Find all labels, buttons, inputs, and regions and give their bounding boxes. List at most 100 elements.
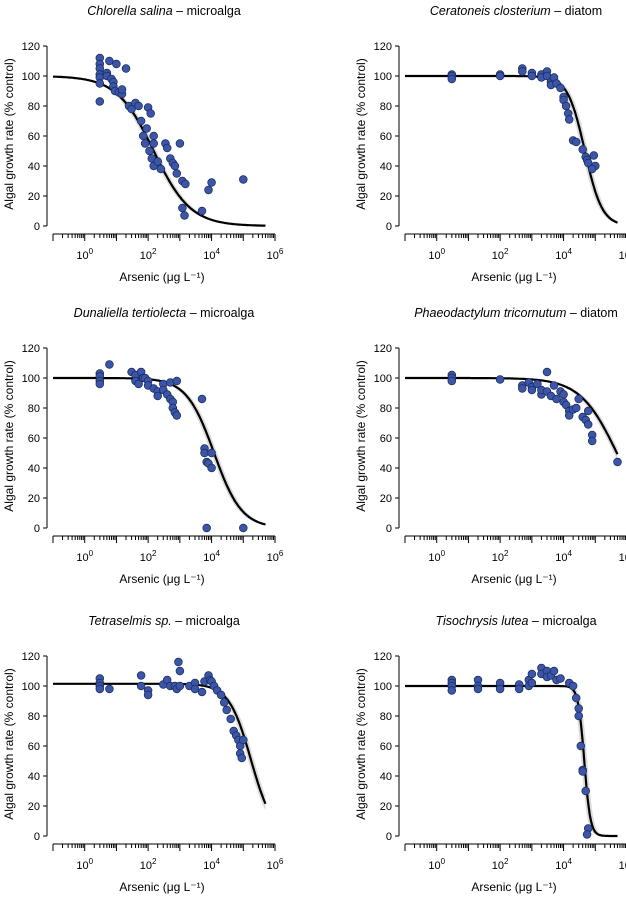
x-tick-base: 10 [267, 860, 279, 872]
confidence-band [53, 378, 266, 526]
data-point [197, 394, 207, 404]
chart-panel-1: Chlorella salina – microalga020406080100… [2, 4, 284, 284]
data-point [172, 411, 182, 420]
data-point [518, 67, 527, 76]
data-point [574, 711, 583, 721]
data-point [574, 394, 583, 404]
data-point [138, 131, 148, 141]
data-point [527, 678, 537, 688]
y-tick-label: 100 [374, 373, 392, 385]
data-point [576, 741, 586, 751]
data-point [149, 139, 158, 148]
title-group: – microalga [186, 306, 254, 320]
x-tick-exponent: 4 [215, 549, 220, 558]
data-point [527, 669, 537, 679]
data-point [495, 71, 505, 81]
y-tick-label: 60 [28, 433, 40, 445]
y-tick-label: 80 [28, 711, 40, 723]
x-tick-base: 10 [267, 250, 279, 262]
data-point [216, 690, 226, 700]
x-tick-label: 106 [267, 549, 284, 564]
x-tick-label: 106 [267, 247, 284, 262]
y-tick-label: 20 [28, 493, 40, 505]
title-group: – microalga [528, 614, 596, 628]
data-point [552, 394, 561, 404]
y-tick-label: 40 [380, 463, 392, 475]
x-tick-exponent: 2 [504, 247, 509, 256]
data-point [549, 666, 559, 676]
x-tick-label: 102 [492, 549, 509, 564]
data-point [156, 164, 166, 174]
data-point [153, 391, 162, 401]
data-point [162, 143, 172, 153]
x-tick-base: 10 [619, 250, 626, 262]
data-point [533, 379, 542, 389]
data-point [568, 681, 578, 691]
y-tick-label: 80 [28, 101, 40, 113]
data-point [583, 158, 593, 168]
x-tick-label: 102 [140, 857, 157, 872]
y-tick-label: 120 [22, 343, 40, 355]
x-tick-label: 104 [203, 247, 220, 262]
x-tick-exponent: 2 [152, 247, 157, 256]
x-tick-label: 106 [619, 549, 626, 564]
y-tick-label: 60 [380, 131, 392, 143]
data-point [204, 185, 213, 195]
data-point [136, 671, 146, 680]
x-tick-label: 100 [428, 247, 445, 262]
data-point [172, 376, 182, 386]
data-point [153, 157, 162, 166]
x-tick-base: 10 [203, 552, 215, 564]
data-point [239, 175, 248, 184]
data-point [222, 705, 231, 715]
y-tick-label: 100 [22, 71, 40, 83]
title-species: Chlorella salina [87, 4, 173, 18]
y-tick-label: 0 [386, 831, 392, 843]
y-axis-label: Algal growth rate (% control) [354, 58, 368, 209]
data-point [556, 83, 565, 93]
data-point [197, 206, 207, 216]
data-point [200, 448, 209, 458]
x-tick-exponent: 2 [504, 857, 509, 866]
data-point [613, 457, 622, 467]
x-tick-base: 10 [555, 860, 567, 872]
data-point [172, 169, 182, 178]
x-tick-exponent: 0 [89, 857, 94, 866]
x-tick-base: 10 [428, 250, 440, 262]
chart-panel-5: Tetraselmis sp. – microalga0204060801001… [2, 614, 284, 894]
data-point [202, 523, 211, 533]
y-tick-label: 20 [380, 493, 392, 505]
data-point [146, 109, 155, 118]
x-tick-base: 10 [76, 860, 88, 872]
x-tick-label: 100 [428, 549, 445, 564]
confidence-band [53, 683, 266, 811]
data-point [564, 411, 574, 420]
title-species: Phaeodactylum tricornutum [414, 306, 566, 320]
x-tick-base: 10 [428, 552, 440, 564]
data-point [581, 786, 590, 796]
x-tick-exponent: 6 [279, 549, 284, 558]
data-point [578, 145, 587, 154]
fit-curve [53, 376, 266, 526]
x-tick-label: 104 [555, 549, 572, 564]
data-point [105, 56, 114, 66]
y-tick-label: 0 [386, 523, 392, 535]
chart-panel-6: Tisochrysis lutea – microalga02040608010… [354, 614, 626, 894]
x-tick-base: 10 [555, 250, 567, 262]
data-point [134, 101, 143, 111]
y-tick-label: 0 [34, 831, 40, 843]
x-tick-exponent: 2 [152, 857, 157, 866]
title-species: Ceratoneis closterium [430, 4, 551, 18]
y-tick-label: 20 [380, 191, 392, 203]
y-tick-label: 100 [22, 373, 40, 385]
panel-title: Chlorella salina – microalga [87, 4, 241, 18]
x-tick-label: 104 [203, 549, 220, 564]
data-point [571, 403, 581, 413]
data-point [239, 523, 248, 533]
data-point [175, 666, 185, 676]
x-tick-exponent: 6 [279, 247, 284, 256]
confidence-band [405, 686, 618, 836]
title-group: – diatom [551, 4, 602, 18]
x-tick-label: 106 [267, 857, 284, 872]
data-point [178, 203, 187, 213]
